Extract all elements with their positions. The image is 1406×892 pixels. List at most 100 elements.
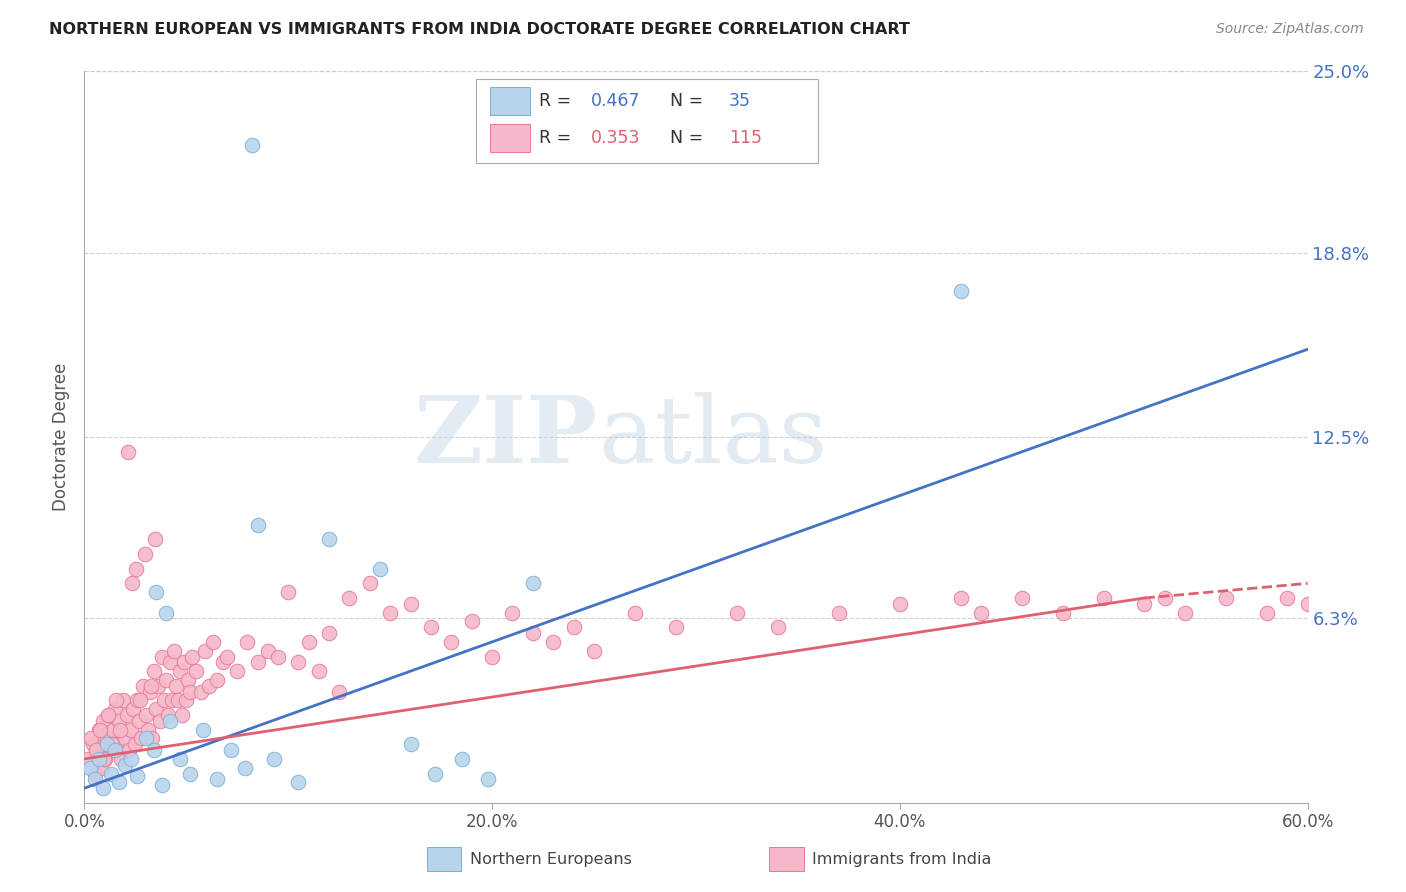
Point	[160, 693, 183, 707]
Point	[889, 597, 911, 611]
Point	[149, 714, 172, 728]
Point	[87, 723, 110, 737]
Point	[135, 708, 157, 723]
Point	[80, 731, 103, 746]
Point	[96, 731, 118, 746]
Text: 35: 35	[728, 93, 751, 111]
FancyBboxPatch shape	[491, 124, 530, 152]
Point	[502, 606, 524, 620]
Point	[368, 562, 391, 576]
Point	[135, 731, 157, 746]
Point	[450, 752, 472, 766]
Text: Northern Europeans: Northern Europeans	[470, 852, 631, 867]
Point	[114, 731, 136, 746]
Point	[179, 684, 201, 698]
Text: 115: 115	[728, 129, 762, 147]
Point	[104, 702, 127, 716]
Text: 0.353: 0.353	[591, 129, 640, 147]
Point	[665, 620, 688, 634]
Point	[287, 656, 309, 670]
Point	[263, 752, 285, 766]
Point	[298, 635, 321, 649]
Point	[169, 752, 191, 766]
Point	[235, 761, 257, 775]
Point	[141, 731, 163, 746]
Point	[127, 769, 149, 783]
Point	[177, 673, 200, 687]
Text: Source: ZipAtlas.com: Source: ZipAtlas.com	[1216, 22, 1364, 37]
Point	[128, 714, 150, 728]
Point	[420, 620, 443, 634]
FancyBboxPatch shape	[491, 87, 530, 115]
Point	[359, 576, 381, 591]
Point	[339, 591, 361, 605]
Point	[132, 679, 155, 693]
Point	[287, 775, 309, 789]
Point	[120, 752, 142, 766]
Point	[583, 643, 606, 657]
Point	[1174, 606, 1197, 620]
Point	[118, 743, 141, 757]
Point	[150, 649, 173, 664]
Point	[159, 714, 181, 728]
Point	[1296, 597, 1319, 611]
Point	[190, 684, 212, 698]
Point	[318, 533, 340, 547]
Point	[165, 679, 187, 693]
Point	[142, 743, 165, 757]
Point	[226, 664, 249, 678]
FancyBboxPatch shape	[427, 847, 461, 871]
Point	[461, 615, 484, 629]
Point	[277, 585, 299, 599]
Point	[136, 723, 159, 737]
Point	[125, 562, 148, 576]
Point	[219, 743, 242, 757]
Point	[159, 656, 181, 670]
Point	[1133, 597, 1156, 611]
Point	[205, 673, 228, 687]
Point	[93, 752, 115, 766]
Point	[90, 761, 112, 775]
Point	[191, 723, 214, 737]
Point	[108, 714, 131, 728]
Text: 0.467: 0.467	[591, 93, 640, 111]
Point	[950, 284, 973, 298]
Point	[246, 517, 269, 532]
Point	[950, 591, 973, 605]
Text: NORTHERN EUROPEAN VS IMMIGRANTS FROM INDIA DOCTORATE DEGREE CORRELATION CHART: NORTHERN EUROPEAN VS IMMIGRANTS FROM IND…	[49, 22, 910, 37]
Point	[117, 444, 139, 458]
Point	[1215, 591, 1237, 605]
Point	[163, 643, 186, 657]
Point	[766, 620, 789, 634]
Point	[267, 649, 290, 664]
Point	[91, 781, 114, 796]
Point	[145, 702, 167, 716]
Point	[828, 606, 851, 620]
Point	[186, 664, 208, 678]
Point	[96, 737, 118, 751]
Point	[139, 679, 162, 693]
Point	[153, 693, 176, 707]
Point	[257, 643, 280, 657]
Point	[108, 775, 131, 789]
Point	[83, 772, 105, 787]
Point	[134, 547, 156, 561]
Point	[522, 626, 544, 640]
Point	[624, 606, 647, 620]
Point	[131, 731, 153, 746]
Point	[477, 772, 499, 787]
Point	[399, 737, 422, 751]
Point	[212, 656, 235, 670]
Point	[481, 649, 503, 664]
Point	[100, 766, 122, 780]
Point	[121, 576, 143, 591]
Point	[205, 772, 228, 787]
Text: N =: N =	[659, 93, 709, 111]
Point	[169, 664, 191, 678]
Point	[308, 664, 330, 678]
Point	[84, 743, 107, 757]
Point	[127, 693, 149, 707]
Point	[1154, 591, 1177, 605]
Point	[150, 778, 173, 792]
Point	[172, 708, 194, 723]
